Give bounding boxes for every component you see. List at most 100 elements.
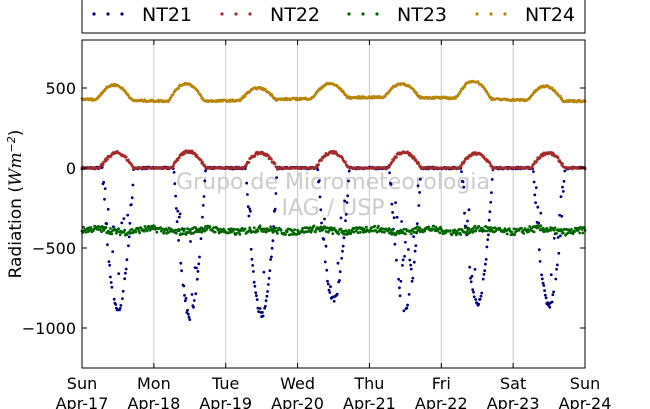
data-point [258, 307, 262, 310]
data-point [89, 226, 93, 229]
data-point [198, 255, 201, 259]
data-point [267, 154, 270, 157]
data-point [339, 227, 343, 231]
data-point [106, 207, 110, 211]
data-point [183, 299, 187, 303]
data-point [262, 270, 266, 274]
data-point [344, 219, 347, 223]
data-point [246, 193, 249, 196]
data-point [488, 210, 492, 214]
legend-marker [347, 12, 351, 16]
data-point [175, 220, 179, 224]
data-point [97, 225, 100, 228]
data-point [325, 268, 329, 272]
data-point [463, 159, 466, 163]
data-point [323, 217, 326, 221]
data-point [542, 284, 546, 287]
data-point [415, 225, 419, 229]
data-point [95, 227, 99, 231]
data-point [462, 185, 466, 189]
x-tick-label-day: Sun [570, 374, 600, 393]
data-point [412, 260, 416, 264]
data-point [123, 277, 127, 281]
data-point [104, 226, 108, 229]
x-tick-label-date: Apr-23 [487, 394, 540, 409]
data-point [270, 157, 273, 161]
data-point [561, 185, 564, 189]
data-point [343, 199, 347, 203]
plot-frame [82, 40, 585, 368]
data-point [106, 243, 109, 247]
data-point [571, 232, 575, 236]
y-tick-label: 0 [66, 159, 76, 178]
data-point [399, 279, 403, 283]
data-point [176, 209, 180, 213]
data-point [265, 294, 269, 298]
data-point [563, 169, 567, 173]
data-point [386, 229, 390, 233]
data-point [130, 196, 134, 200]
data-point [344, 93, 348, 97]
data-point [128, 221, 132, 225]
data-point [264, 299, 268, 303]
data-point [122, 217, 126, 221]
data-point [391, 228, 394, 232]
data-point [138, 231, 142, 235]
data-point [263, 227, 266, 231]
data-point [532, 170, 535, 174]
data-point [406, 303, 409, 307]
data-point [474, 229, 478, 233]
data-point [115, 231, 118, 235]
data-point [541, 281, 545, 285]
x-tick-label-date: Apr-17 [56, 394, 109, 409]
data-point [126, 244, 130, 248]
data-point [319, 208, 323, 212]
data-point [479, 294, 483, 298]
data-point [332, 299, 336, 303]
data-point [512, 227, 516, 231]
data-point [539, 211, 543, 215]
data-point [270, 255, 273, 259]
data-point [407, 293, 411, 296]
data-point [245, 181, 249, 185]
legend-marker [503, 12, 507, 16]
legend-label: NT21 [142, 4, 192, 26]
data-point [398, 286, 401, 290]
data-point [554, 277, 558, 281]
data-point [202, 227, 206, 231]
data-point [483, 229, 487, 233]
data-point [484, 262, 487, 266]
data-point [119, 304, 123, 307]
data-point [558, 94, 562, 98]
data-point [180, 227, 184, 231]
data-point [195, 277, 199, 281]
data-point [271, 231, 275, 234]
data-point [269, 258, 272, 261]
data-point [316, 168, 320, 172]
data-point [143, 225, 147, 228]
data-point [466, 219, 469, 223]
data-point [252, 280, 256, 284]
data-point [561, 190, 565, 193]
data-point [252, 270, 255, 273]
data-point [324, 230, 328, 233]
data-point [432, 224, 436, 228]
data-point [418, 226, 421, 230]
data-point [342, 236, 346, 240]
data-point [332, 226, 336, 230]
data-point [558, 234, 562, 238]
data-point [101, 163, 105, 167]
data-point [320, 221, 323, 225]
data-point [373, 224, 377, 228]
data-point [249, 228, 252, 232]
data-point [117, 272, 121, 275]
data-point [522, 232, 525, 235]
data-point [555, 232, 558, 235]
data-point [127, 235, 131, 239]
legend-marker [234, 12, 238, 16]
data-point [480, 291, 484, 295]
data-point [347, 179, 350, 183]
data-point [84, 230, 88, 234]
data-point [192, 299, 196, 302]
data-point [108, 263, 112, 267]
